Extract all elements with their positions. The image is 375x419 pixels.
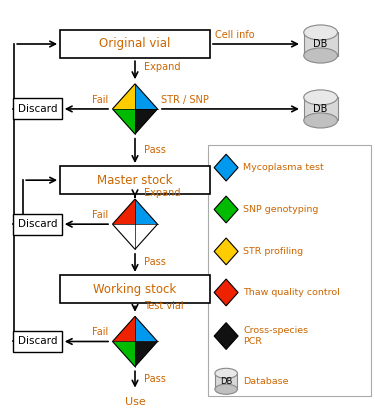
Text: Database: Database — [243, 377, 288, 386]
Text: Pass: Pass — [144, 374, 166, 384]
Ellipse shape — [304, 113, 338, 128]
Text: Discard: Discard — [18, 336, 57, 347]
Text: Discard: Discard — [18, 104, 57, 114]
Text: Discard: Discard — [18, 219, 57, 229]
Text: Expand: Expand — [144, 188, 181, 197]
FancyBboxPatch shape — [13, 331, 62, 352]
Text: Cell info: Cell info — [214, 30, 254, 40]
Ellipse shape — [304, 25, 338, 40]
Text: Fail: Fail — [93, 95, 109, 105]
Polygon shape — [135, 316, 158, 341]
Text: DB: DB — [314, 39, 328, 49]
Polygon shape — [135, 224, 158, 249]
Text: SNP genotyping: SNP genotyping — [243, 205, 318, 214]
FancyBboxPatch shape — [13, 214, 62, 235]
Text: Mycoplasma test: Mycoplasma test — [243, 163, 324, 172]
Text: Use: Use — [124, 397, 146, 407]
Text: Test vial: Test vial — [144, 301, 184, 310]
Polygon shape — [112, 199, 135, 224]
Text: DB: DB — [220, 377, 232, 386]
Polygon shape — [135, 109, 158, 134]
Polygon shape — [112, 224, 135, 249]
Polygon shape — [214, 238, 238, 265]
Text: Pass: Pass — [144, 257, 166, 267]
FancyBboxPatch shape — [13, 98, 62, 119]
Text: Master stock: Master stock — [97, 173, 173, 187]
Text: Cross-species
PCR: Cross-species PCR — [243, 326, 308, 346]
Text: Working stock: Working stock — [93, 282, 177, 296]
Polygon shape — [304, 98, 338, 121]
Polygon shape — [112, 316, 135, 341]
Text: Pass: Pass — [144, 145, 166, 155]
Ellipse shape — [304, 48, 338, 63]
FancyBboxPatch shape — [60, 166, 210, 194]
Text: Fail: Fail — [93, 210, 109, 220]
Polygon shape — [135, 84, 158, 109]
FancyBboxPatch shape — [60, 275, 210, 303]
Polygon shape — [214, 196, 238, 223]
Polygon shape — [214, 279, 238, 306]
Text: Thaw quality control: Thaw quality control — [243, 288, 340, 297]
Polygon shape — [135, 199, 158, 224]
Polygon shape — [112, 109, 135, 134]
Polygon shape — [214, 323, 238, 349]
Text: Original vial: Original vial — [99, 37, 171, 51]
FancyBboxPatch shape — [60, 30, 210, 58]
Text: STR / SNP: STR / SNP — [161, 95, 209, 105]
Text: STR profiling: STR profiling — [243, 247, 303, 256]
Ellipse shape — [215, 384, 237, 394]
Polygon shape — [304, 33, 338, 55]
Polygon shape — [214, 154, 238, 181]
Text: Expand: Expand — [144, 62, 181, 72]
Text: DB: DB — [314, 104, 328, 114]
Ellipse shape — [304, 90, 338, 105]
Ellipse shape — [215, 368, 237, 378]
Text: Fail: Fail — [93, 327, 109, 337]
Polygon shape — [215, 373, 237, 389]
Polygon shape — [112, 341, 135, 367]
Polygon shape — [135, 341, 158, 367]
Polygon shape — [112, 84, 135, 109]
